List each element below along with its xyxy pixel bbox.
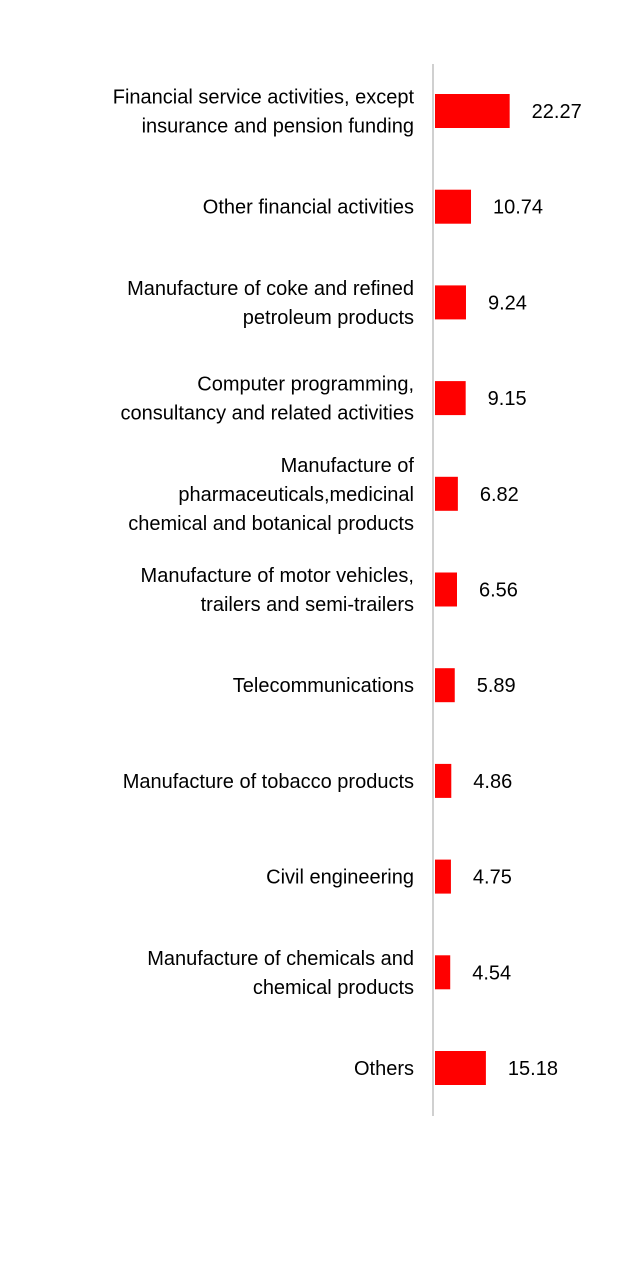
category-label: Manufacture of coke and refined petroleum… bbox=[127, 278, 414, 329]
bar bbox=[435, 668, 455, 703]
data-label: 9.24 bbox=[488, 292, 527, 314]
bar bbox=[435, 189, 472, 224]
data-label: 22.27 bbox=[532, 101, 582, 123]
data-label: 15.18 bbox=[508, 1058, 558, 1080]
category-label-line: Telecommunications bbox=[233, 675, 414, 697]
data-label: 10.74 bbox=[493, 197, 543, 219]
bar bbox=[435, 1051, 486, 1085]
bar bbox=[435, 476, 458, 511]
category-label-line: Computer programming, bbox=[197, 374, 414, 396]
category-label-line: Others bbox=[354, 1058, 414, 1080]
bar bbox=[435, 572, 457, 607]
category-label-line: Civil engineering bbox=[266, 867, 414, 889]
data-label: 4.54 bbox=[472, 962, 511, 984]
bar bbox=[435, 763, 452, 798]
category-label: Telecommunications bbox=[233, 675, 414, 697]
data-label: 4.75 bbox=[473, 867, 512, 889]
category-label-line: Manufacture of bbox=[281, 455, 415, 477]
category-label-line: Manufacture of coke and refined bbox=[127, 278, 414, 300]
category-label: Other financial activities bbox=[203, 197, 414, 219]
bar bbox=[435, 955, 451, 990]
data-label: 5.89 bbox=[477, 675, 516, 697]
category-label-line: chemical and botanical products bbox=[128, 513, 414, 535]
category-label-line: consultancy and related activities bbox=[121, 403, 415, 425]
category-label-line: Other financial activities bbox=[203, 197, 414, 219]
category-label: Manufacture of motor vehicles, trailers a… bbox=[141, 565, 414, 616]
category-label: Civil engineering bbox=[266, 867, 414, 889]
category-label-line: pharmaceuticals,medicinal bbox=[178, 484, 414, 506]
category-label: Manufacture of chemicals and chemical pro… bbox=[147, 948, 414, 999]
data-label: 9.15 bbox=[488, 388, 527, 410]
category-label: Manufacture of tobacco products bbox=[123, 771, 414, 793]
category-label-line: chemical products bbox=[253, 977, 414, 999]
category-label: Manufacture of pharmaceuticals,medicinal c… bbox=[128, 455, 414, 535]
category-label-line: Manufacture of chemicals and bbox=[147, 948, 414, 970]
bars-layer bbox=[435, 94, 510, 1085]
data-label: 6.82 bbox=[480, 484, 519, 506]
category-label: Others bbox=[354, 1058, 414, 1080]
category-label-line: petroleum products bbox=[243, 307, 414, 329]
bar bbox=[435, 859, 451, 894]
category-label-line: Financial service activities, except bbox=[113, 87, 415, 109]
category-label: Computer programming, consultancy and rel… bbox=[121, 374, 415, 425]
category-label-line: Manufacture of tobacco products bbox=[123, 771, 414, 793]
labels-layer: 22.27 Financial service activities, excep… bbox=[113, 87, 582, 1081]
data-label: 4.86 bbox=[473, 771, 512, 793]
bar bbox=[435, 381, 466, 416]
bar bbox=[435, 285, 466, 320]
category-label-line: trailers and semi-trailers bbox=[201, 594, 414, 616]
category-label: Financial service activities, except insu… bbox=[113, 87, 415, 138]
category-label-line: insurance and pension funding bbox=[142, 116, 414, 138]
bar bbox=[435, 94, 510, 128]
category-label-line: Manufacture of motor vehicles, bbox=[141, 565, 414, 587]
data-label: 6.56 bbox=[479, 580, 518, 602]
